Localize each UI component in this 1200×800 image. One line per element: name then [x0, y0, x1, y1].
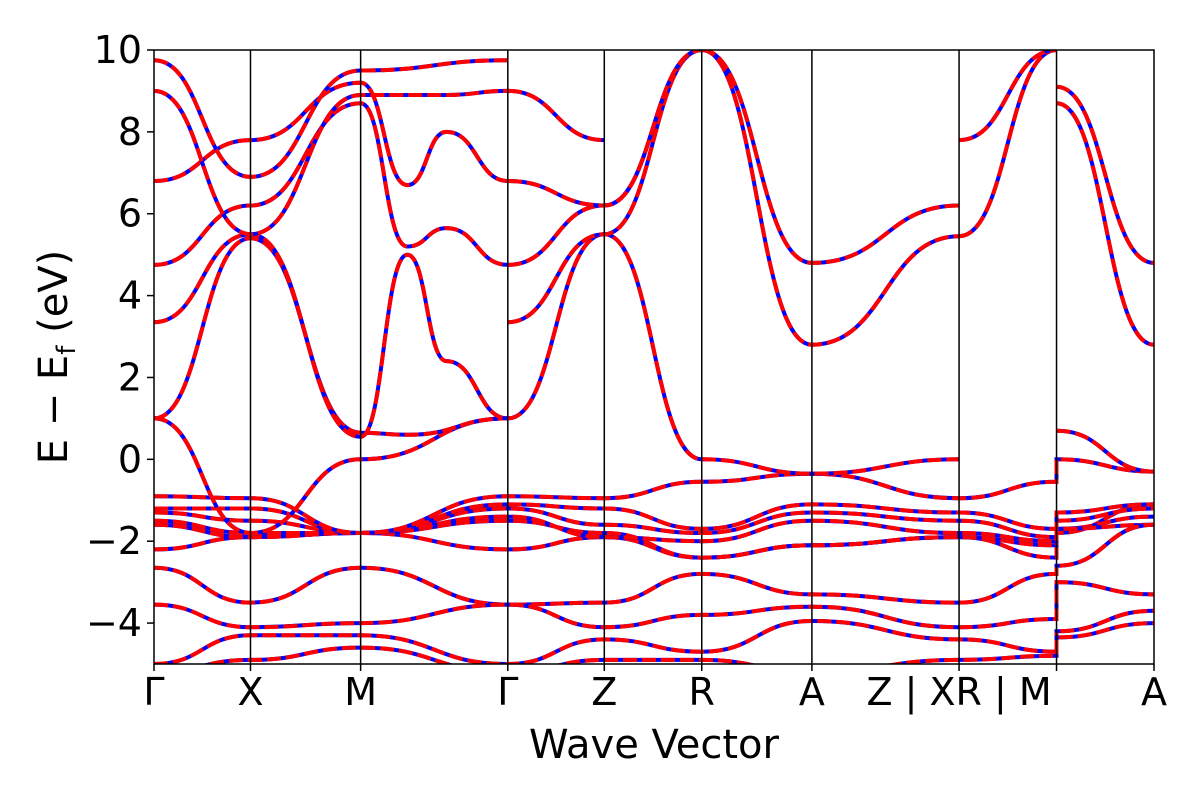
band-line-red-14	[154, 80, 509, 188]
y-axis-title: E − Ef (eV)	[31, 250, 82, 465]
band-line-blue-21	[507, 88, 605, 143]
band-line-red-20	[507, 50, 703, 208]
y-tick-label: −4	[86, 601, 142, 645]
band-line-red-10	[154, 416, 508, 536]
y-axis-title-subscript: f	[52, 345, 82, 355]
x-tick-label: R	[689, 670, 715, 714]
y-tick-label: −2	[86, 519, 142, 563]
x-tick-label: Γ	[143, 670, 164, 714]
y-tick-label: 2	[118, 355, 142, 399]
y-axis-title-unit: (eV)	[31, 250, 77, 346]
y-axis-title-main: E − E	[31, 355, 77, 465]
x-tick-label: X	[237, 670, 263, 714]
band-line-blue-27	[1056, 428, 1154, 474]
band-line-red-16	[154, 58, 508, 179]
y-tick-label: 10	[94, 28, 142, 72]
band-line-red-29	[1056, 84, 1154, 265]
band-line-red-18	[507, 50, 703, 325]
band-line-red-25	[958, 50, 1057, 239]
y-tick-label: 8	[118, 110, 142, 154]
x-tick-label: Z	[591, 670, 617, 714]
x-tick-label: Γ	[497, 670, 518, 714]
y-tick-label: 4	[118, 274, 142, 318]
x-axis-title: Wave Vector	[529, 722, 780, 768]
band-line-red-15	[154, 88, 508, 237]
axes-frame	[153, 49, 1155, 665]
bands-layer	[154, 50, 1154, 664]
band-line-blue-24	[701, 50, 960, 265]
band-line-red-22	[701, 457, 960, 476]
band-line-blue-25	[958, 50, 1057, 239]
band-line-red-13	[154, 101, 508, 267]
y-tick-label: 6	[118, 192, 142, 236]
band-line-red-23	[701, 50, 960, 347]
x-tick-label: A	[1141, 670, 1167, 714]
x-axis-ticks: Γ X M Γ Z R A Z | XR | M A	[143, 664, 1167, 715]
band-line-red-12	[154, 232, 509, 439]
x-tick-label: Z | XR | M	[866, 670, 1051, 715]
y-tick-label: 0	[118, 437, 142, 481]
y-axis-ticks: −4 −2 0 2 4 6 8 10	[86, 28, 154, 645]
kpoint-lines	[249, 50, 1058, 664]
x-tick-label: A	[799, 670, 825, 714]
band-line-red-21	[507, 88, 605, 143]
band-line-red-24	[701, 50, 960, 265]
band-line-red-26	[958, 50, 1057, 143]
x-tick-label: M	[344, 670, 377, 714]
band-line-red-28	[1056, 101, 1154, 347]
